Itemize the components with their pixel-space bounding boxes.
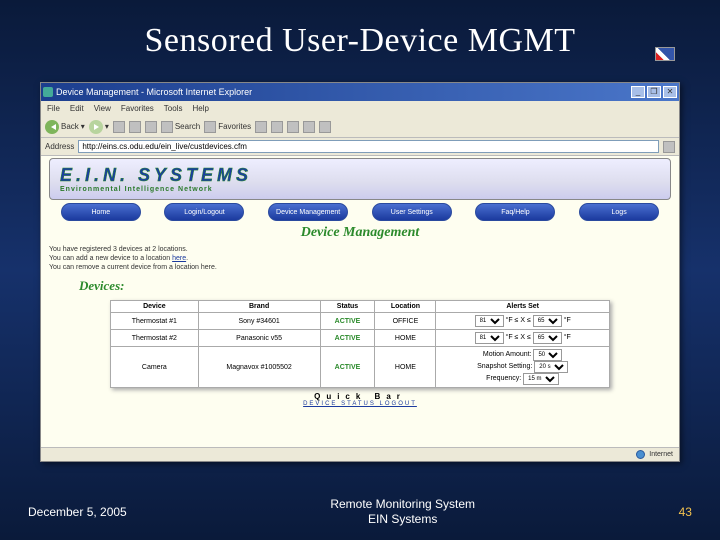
cell-device: Thermostat #1 (111, 313, 199, 330)
nav-logs[interactable]: Logs (579, 203, 659, 221)
menu-help[interactable]: Help (192, 104, 208, 113)
cell-status: ACTIVE (320, 330, 375, 347)
address-bar: Address (41, 138, 679, 156)
search-button[interactable]: Search (161, 121, 200, 133)
cell-alerts: 81 °F ≤ X ≤ 65 °F (436, 330, 610, 347)
menu-file[interactable]: File (47, 104, 60, 113)
toolbar: Back▾ ▾ Search Favorites (41, 116, 679, 138)
forward-button[interactable]: ▾ (89, 120, 109, 134)
nav-device-mgmt[interactable]: Device Management (268, 203, 348, 221)
cell-brand: Sony #34601 (198, 313, 320, 330)
cell-device: Thermostat #2 (111, 330, 199, 347)
alert-lo-select[interactable]: 65 (533, 315, 562, 327)
menu-favorites[interactable]: Favorites (121, 104, 154, 113)
footer-date: December 5, 2005 (28, 505, 127, 519)
alert-hi-select[interactable]: 81 (475, 332, 504, 344)
slide-title: Sensored User-Device MGMT (0, 0, 720, 60)
menu-view[interactable]: View (94, 104, 111, 113)
page-heading: Device Management (49, 225, 671, 241)
alert-hi-select[interactable]: 81 (475, 315, 504, 327)
window-titlebar: Device Management - Microsoft Internet E… (41, 83, 679, 101)
nav-faq[interactable]: Faq/Help (475, 203, 555, 221)
address-label: Address (45, 142, 74, 151)
status-zone-text: Internet (649, 451, 673, 458)
slide-number: 43 (679, 505, 692, 519)
ie-throbber-icon (655, 47, 675, 67)
snapshot-select[interactable]: 20 s (534, 361, 568, 373)
cell-location: HOME (375, 330, 436, 347)
col-status: Status (320, 301, 375, 313)
menu-bar: File Edit View Favorites Tools Help (41, 101, 679, 116)
back-button[interactable]: Back▾ (45, 120, 85, 134)
menu-edit[interactable]: Edit (70, 104, 84, 113)
close-button[interactable]: ✕ (663, 86, 677, 98)
go-button[interactable] (663, 141, 675, 153)
favorites-button[interactable]: Favorites (204, 121, 251, 133)
cell-alerts: 81 °F ≤ X ≤ 65 °F (436, 313, 610, 330)
print-icon[interactable] (287, 121, 299, 133)
footer-center: Remote Monitoring System EIN Systems (330, 497, 475, 526)
window-title: Device Management - Microsoft Internet E… (56, 87, 252, 97)
address-input[interactable] (78, 140, 659, 153)
table-row: Thermostat #2 Panasonic v55 ACTIVE HOME … (111, 330, 610, 347)
cell-status: ACTIVE (320, 313, 375, 330)
banner-title: E.I.N. SYSTEMS (60, 165, 670, 186)
mail-icon[interactable] (271, 121, 283, 133)
site-banner: E.I.N. SYSTEMS Environmental Intelligenc… (49, 158, 671, 200)
alert-lo-select[interactable]: 65 (533, 332, 562, 344)
add-device-link[interactable]: here (172, 255, 186, 262)
motion-select[interactable]: 50 (533, 349, 562, 361)
internet-zone-icon (636, 450, 645, 459)
table-header-row: Device Brand Status Location Alerts Set (111, 301, 610, 313)
minimize-button[interactable]: _ (631, 86, 645, 98)
col-alerts: Alerts Set (436, 301, 610, 313)
table-row: Thermostat #1 Sony #34601 ACTIVE OFFICE … (111, 313, 610, 330)
page-content: E.I.N. SYSTEMS Environmental Intelligenc… (41, 156, 679, 447)
status-bar: Internet (41, 447, 679, 461)
stop-icon[interactable] (113, 121, 125, 133)
frequency-select[interactable]: 15 m (523, 373, 559, 385)
nav-home[interactable]: Home (61, 203, 141, 221)
slide-footer: December 5, 2005 Remote Monitoring Syste… (0, 497, 720, 526)
maximize-button[interactable]: ❐ (647, 86, 661, 98)
cell-brand: Magnavox #1005502 (198, 347, 320, 388)
history-icon[interactable] (255, 121, 267, 133)
info-text: You have registered 3 devices at 2 locat… (49, 245, 671, 272)
col-location: Location (375, 301, 436, 313)
nav-login[interactable]: Login/Logout (164, 203, 244, 221)
edit-icon[interactable] (303, 121, 315, 133)
nav-user-settings[interactable]: User Settings (372, 203, 452, 221)
home-icon[interactable] (145, 121, 157, 133)
browser-window: Device Management - Microsoft Internet E… (40, 82, 680, 462)
banner-subtitle: Environmental Intelligence Network (60, 186, 670, 193)
devices-table: Device Brand Status Location Alerts Set … (110, 300, 610, 388)
ie-page-icon (43, 87, 53, 97)
cell-alerts: Motion Amount: 50 Snapshot Setting: 20 s… (436, 347, 610, 388)
cell-location: HOME (375, 347, 436, 388)
devices-heading: Devices: (79, 278, 671, 294)
table-row: Camera Magnavox #1005502 ACTIVE HOME Mot… (111, 347, 610, 388)
quick-bar-label: Quick Bar (49, 392, 671, 401)
col-device: Device (111, 301, 199, 313)
cell-status: ACTIVE (320, 347, 375, 388)
menu-tools[interactable]: Tools (164, 104, 183, 113)
col-brand: Brand (198, 301, 320, 313)
cell-brand: Panasonic v55 (198, 330, 320, 347)
cell-device: Camera (111, 347, 199, 388)
discuss-icon[interactable] (319, 121, 331, 133)
nav-bar: Home Login/Logout Device Management User… (49, 203, 671, 221)
cell-location: OFFICE (375, 313, 436, 330)
quick-links[interactable]: DEVICE STATUS LOGOUT (49, 401, 671, 407)
refresh-icon[interactable] (129, 121, 141, 133)
